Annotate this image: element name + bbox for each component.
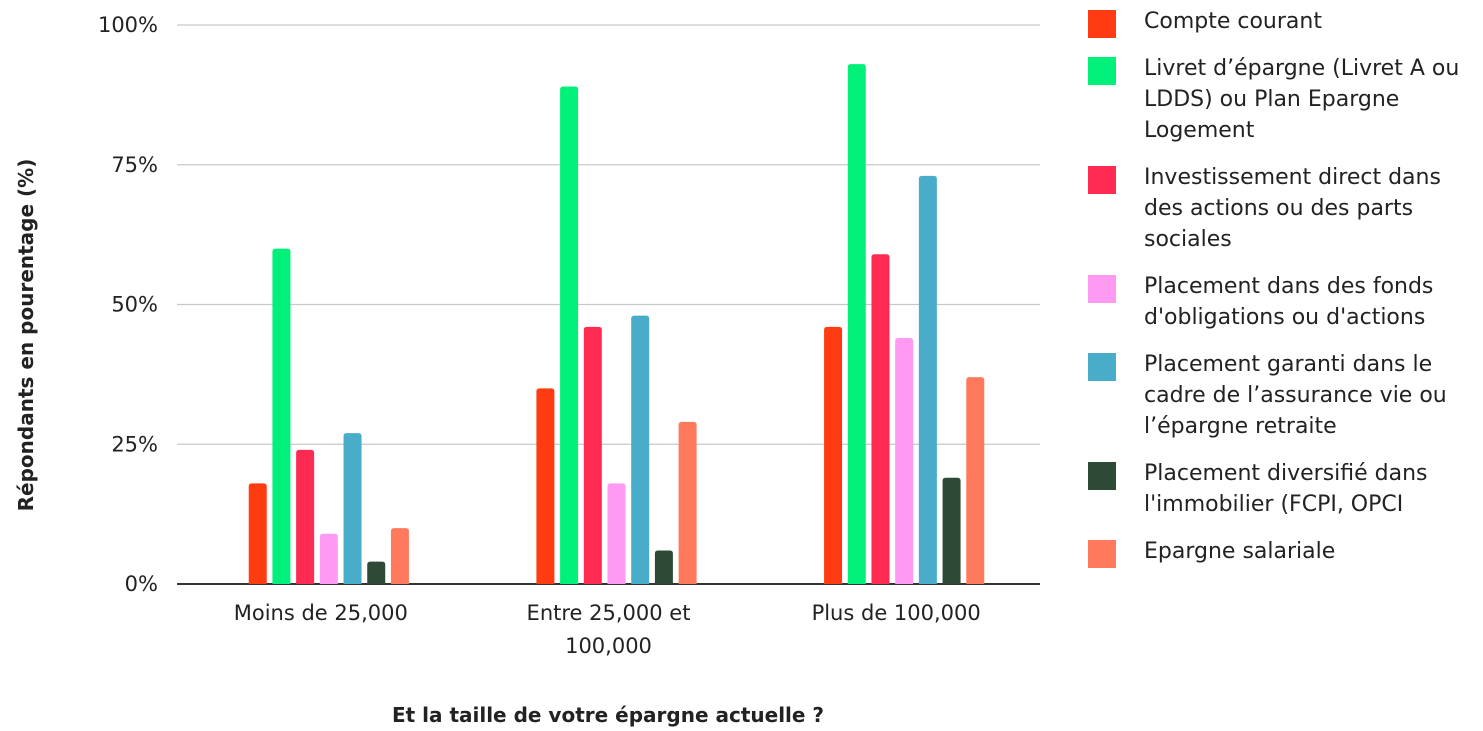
bar (390, 528, 409, 584)
bar (536, 388, 555, 584)
legend-swatch (1088, 462, 1116, 490)
legend-label: Epargne salariale (1144, 539, 1336, 564)
x-axis-title: Et la taille de votre épargne actuelle ? (392, 703, 824, 727)
y-tick-label: 100% (98, 13, 158, 37)
bar (871, 254, 890, 584)
bar (847, 64, 866, 584)
bar (654, 550, 673, 584)
legend-label: Placement diversifié dans l'immobilier (… (1144, 461, 1428, 517)
legend-label: Investissement direct dans des actions o… (1144, 165, 1441, 252)
legend-item: Placement dans des fonds d'obligations o… (1088, 271, 1478, 333)
bar (824, 326, 843, 584)
bar (942, 477, 961, 584)
bar (966, 377, 985, 584)
bar (272, 248, 291, 584)
bar (343, 433, 362, 584)
bar (631, 315, 650, 584)
legend-item: Investissement direct dans des actions o… (1088, 162, 1478, 255)
y-axis-ticks: 0% 25% 50% 75% 100% (98, 13, 158, 596)
y-axis-title: Répondants en pourentage (%) (14, 159, 38, 512)
bar (248, 483, 267, 584)
legend-label: Placement garanti dans le cadre de l’ass… (1144, 352, 1447, 439)
bar (367, 561, 386, 584)
bar (607, 483, 626, 584)
y-tick-label: 0% (125, 572, 158, 596)
y-tick-label: 75% (111, 153, 158, 177)
bars (248, 64, 985, 585)
legend-swatch (1088, 540, 1116, 568)
legend-item: Epargne salariale (1088, 536, 1478, 568)
x-axis-categories: Moins de 25,000 Entre 25,000 et 100,000 Plu… (234, 601, 981, 658)
bar (296, 449, 315, 584)
legend-swatch (1088, 275, 1116, 303)
legend-swatch (1088, 166, 1116, 194)
legend-label: Placement dans des fonds d'obligations o… (1144, 274, 1434, 330)
legend-item: Placement garanti dans le cadre de l’ass… (1088, 349, 1478, 442)
bar (895, 338, 914, 584)
legend-label: Compte courant (1144, 9, 1322, 34)
bar (678, 421, 697, 584)
legend-swatch (1088, 353, 1116, 381)
x-category-label: Entre 25,000 et 100,000 (527, 601, 691, 658)
legend-label: Livret d’épargne (Livret A ou LDDS) ou P… (1144, 56, 1460, 143)
bar (583, 326, 602, 584)
y-tick-label: 25% (111, 432, 158, 456)
x-category-label: Moins de 25,000 (234, 601, 408, 625)
bar (319, 533, 338, 584)
legend-swatch (1088, 10, 1116, 38)
x-category-label: Plus de 100,000 (812, 601, 981, 625)
legend-item: Livret d’épargne (Livret A ou LDDS) ou P… (1088, 53, 1478, 146)
legend-item: Compte courant (1088, 6, 1478, 38)
bar (560, 86, 579, 585)
bar (918, 175, 937, 584)
legend: Compte courant Livret d’épargne (Livret A… (1088, 6, 1478, 583)
legend-item: Placement diversifié dans l'immobilier (… (1088, 458, 1478, 520)
y-tick-label: 50% (111, 293, 158, 317)
legend-swatch (1088, 57, 1116, 85)
